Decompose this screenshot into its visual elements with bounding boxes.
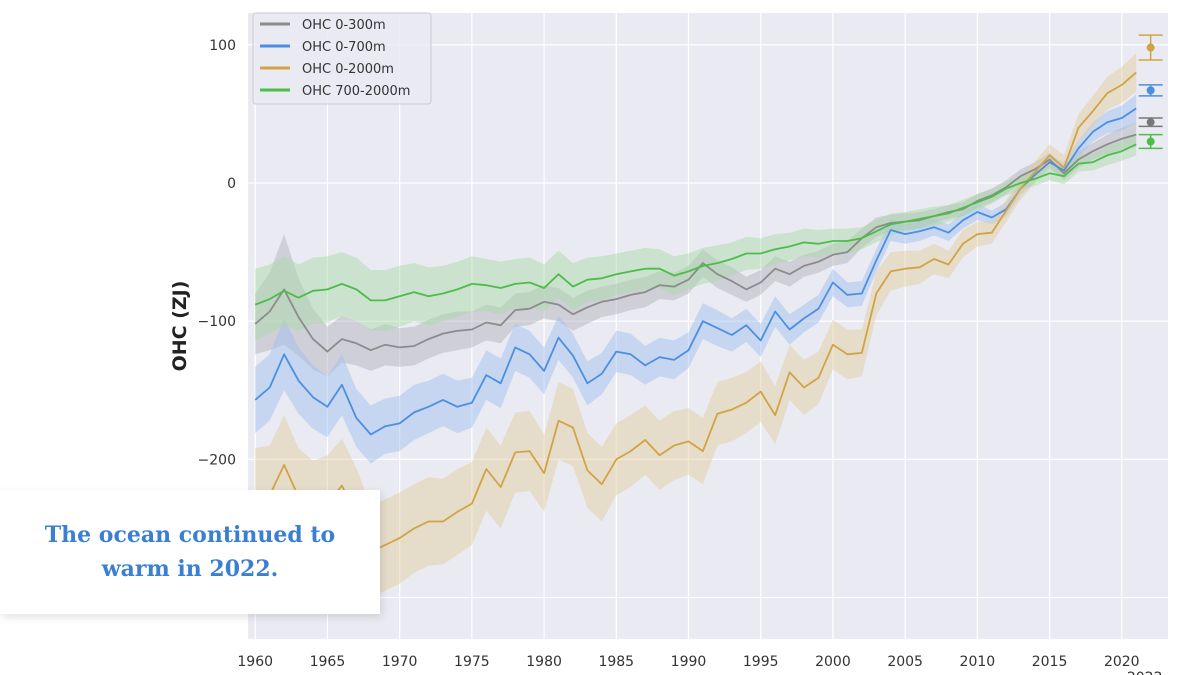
y-axis-label: OHC (ZJ) [169,281,191,372]
legend-label: OHC 0-300m [302,18,386,33]
x-tick-label: 2005 [887,654,923,670]
band-ohc-0-2000m [255,53,1137,598]
x-tick-label: 2020 [1104,654,1140,670]
point-2022-ohc-700-2000m [1146,137,1155,146]
legend-label: OHC 700-2000m [302,84,410,99]
legend-label: OHC 0-2000m [302,62,394,77]
x-tick-label: 1960 [237,654,273,670]
point-2022-ohc-0-700m [1146,86,1155,95]
caption-card: The ocean continued to warm in 2022. [0,490,380,614]
band-ohc-0-300m [255,122,1137,377]
x-tick-label: 1985 [598,654,634,670]
x-tick-label: 2015 [1032,654,1068,670]
x-tick-label-2022: 2022 [1127,670,1163,675]
x-tick-label: 2000 [815,654,851,670]
caption-text: The ocean continued to warm in 2022. [44,522,336,582]
band-ohc-700-2000m [255,133,1137,341]
points-2022 [1138,34,1163,150]
point-2022-ohc-0-300m [1146,118,1155,127]
x-tick-label: 1970 [382,654,418,670]
uncertainty-bands [255,53,1137,598]
plot-background [248,13,1168,639]
x-tick-label: 1990 [671,654,707,670]
x-tick-label: 1995 [743,654,779,670]
line-ohc-0-700m [254,107,1137,436]
legend: OHC 0-300m OHC 0-700m OHC 0-2000m OHC 700-2… [252,12,432,105]
grid [248,13,1168,639]
x-tick-label: 1975 [454,654,490,670]
legend-box [252,12,432,105]
y-tick-label: −200 [198,452,236,468]
y-tick-label: 0 [227,176,236,192]
line-ohc-700-2000m [254,143,1137,306]
y-tick-label: 100 [209,38,236,54]
x-axis-ticks: 1960 1965 1970 1975 1980 1985 1990 1995 2000 2005… [237,654,1162,675]
x-tick-label: 2010 [960,654,996,670]
y-tick-label: −100 [198,314,236,330]
line-ohc-0-300m [254,133,1137,353]
line-ohc-0-2000m [255,71,1137,553]
legend-label: OHC 0-700m [302,40,386,55]
point-2022-ohc-0-2000m [1146,43,1155,52]
series-lines [254,71,1137,553]
x-tick-label: 1965 [310,654,346,670]
x-tick-label: 1980 [526,654,562,670]
band-ohc-0-700m [255,94,1137,464]
